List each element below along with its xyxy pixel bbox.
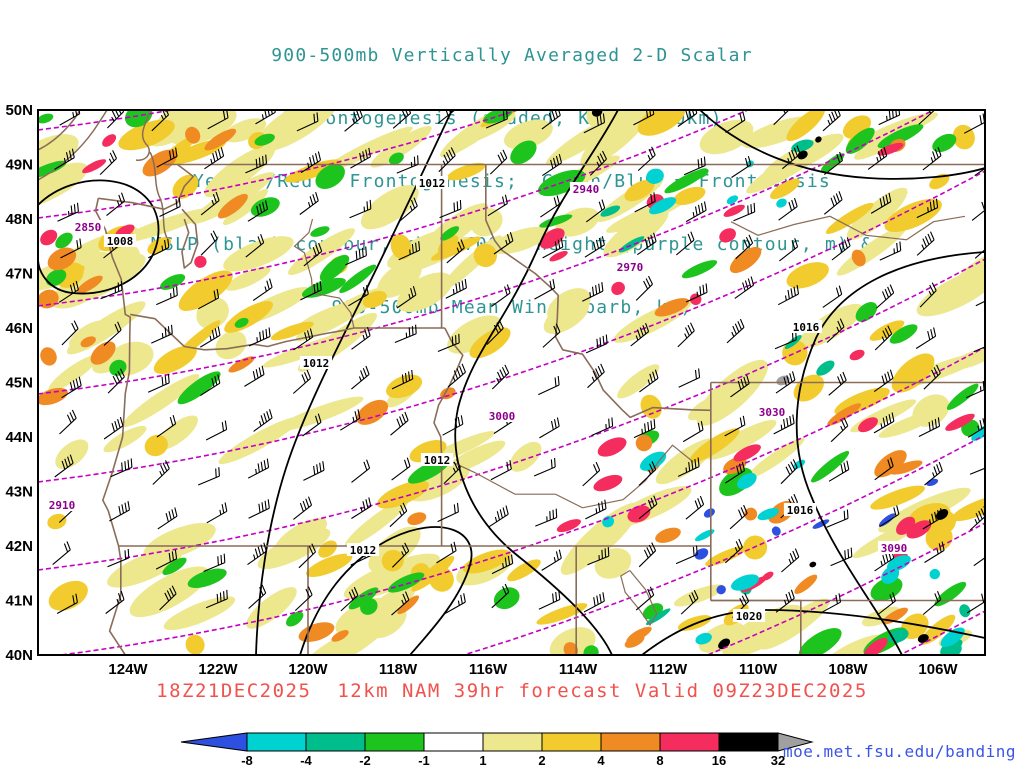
svg-text:124W: 124W xyxy=(108,661,148,678)
colorbar-tick-label: 32 xyxy=(771,753,785,768)
svg-text:1012: 1012 xyxy=(419,177,446,190)
svg-text:114W: 114W xyxy=(559,661,598,678)
colorbar-tick-label: -8 xyxy=(241,753,253,768)
svg-text:2910: 2910 xyxy=(49,499,76,512)
colorbar-segment xyxy=(482,732,543,752)
svg-text:43N: 43N xyxy=(5,484,33,501)
svg-text:118W: 118W xyxy=(379,661,418,678)
svg-text:1020: 1020 xyxy=(736,610,763,623)
colorbar-segment xyxy=(246,732,307,752)
svg-text:48N: 48N xyxy=(5,211,33,228)
colorbar-tick-label: 1 xyxy=(479,753,486,768)
colorbar: -8 -4 -2 -1 1 2 4 8 16 32 xyxy=(180,732,814,768)
svg-text:1016: 1016 xyxy=(793,321,820,334)
colorbar-tick-label: -4 xyxy=(300,753,312,768)
mslp-contours-layer xyxy=(38,110,985,655)
svg-text:106W: 106W xyxy=(918,661,958,678)
colorbar-tick-label: 2 xyxy=(538,753,545,768)
svg-text:40N: 40N xyxy=(5,647,33,664)
colorbar-segment xyxy=(659,732,720,752)
svg-text:3000: 3000 xyxy=(489,410,516,423)
height-contours-layer xyxy=(38,110,985,655)
colorbar-container: -8 -4 -2 -1 1 2 4 8 16 32 xyxy=(0,731,1024,768)
colorbar-under-arrow xyxy=(180,732,248,752)
colorbar-tick-label: -1 xyxy=(418,753,430,768)
svg-text:1012: 1012 xyxy=(303,357,330,370)
svg-text:1012: 1012 xyxy=(350,544,377,557)
svg-text:110W: 110W xyxy=(739,661,778,678)
svg-text:122W: 122W xyxy=(198,661,238,678)
svg-text:1008: 1008 xyxy=(107,235,134,248)
map-plot-container: 1008 1012 1012 1012 1012 1016 1016 1020 2850 2910… xyxy=(5,102,986,678)
colorbar-segment xyxy=(423,732,484,752)
svg-text:3090: 3090 xyxy=(881,542,908,555)
svg-text:2940: 2940 xyxy=(573,183,600,196)
svg-text:3030: 3030 xyxy=(759,406,786,419)
svg-text:42N: 42N xyxy=(5,538,33,555)
svg-text:44N: 44N xyxy=(5,429,33,446)
colorbar-segment xyxy=(305,732,366,752)
axis-labels: 50N 49N 48N 47N 46N 45N 44N 43N 42N 41N 40N 124W 122… xyxy=(5,102,958,678)
forecast-caption: 18Z21DEC2025 12km NAM 39hr forecast Vali… xyxy=(156,680,868,702)
svg-text:1012: 1012 xyxy=(424,454,451,467)
svg-text:1016: 1016 xyxy=(787,504,814,517)
svg-text:41N: 41N xyxy=(5,593,33,610)
map-plot: 1008 1012 1012 1012 1012 1016 1016 1020 2850 2910… xyxy=(5,102,986,678)
colorbar-segment xyxy=(718,732,779,752)
svg-text:46N: 46N xyxy=(5,320,33,337)
svg-text:47N: 47N xyxy=(5,266,33,283)
colorbar-over-arrow xyxy=(777,732,814,752)
svg-text:2850: 2850 xyxy=(75,221,102,234)
svg-text:50N: 50N xyxy=(5,102,33,119)
wind-barbs-layer xyxy=(52,110,985,619)
colorbar-segment xyxy=(364,732,425,752)
credit-link[interactable]: moe.met.fsu.edu/banding xyxy=(782,742,1016,761)
svg-text:2970: 2970 xyxy=(617,261,644,274)
svg-text:108W: 108W xyxy=(828,661,868,678)
colorbar-segment xyxy=(541,732,602,752)
plot-frame xyxy=(37,109,986,656)
svg-text:45N: 45N xyxy=(5,375,33,392)
colorbar-tick-label: 16 xyxy=(712,753,726,768)
colorbar-segment xyxy=(600,732,661,752)
colorbar-tick-label: 8 xyxy=(656,753,663,768)
colorbar-tick-label: 4 xyxy=(597,753,605,768)
colorbar-tick-label: -2 xyxy=(359,753,371,768)
svg-text:120W: 120W xyxy=(288,661,328,678)
chart-title-line-1: 900-500mb Vertically Averaged 2-D Scalar xyxy=(271,45,753,66)
svg-text:116W: 116W xyxy=(469,661,508,678)
contour-labels-layer: 1008 1012 1012 1012 1012 1016 1016 1020 2850 2910… xyxy=(45,176,911,623)
svg-text:112W: 112W xyxy=(649,661,688,678)
svg-text:49N: 49N xyxy=(5,157,33,174)
